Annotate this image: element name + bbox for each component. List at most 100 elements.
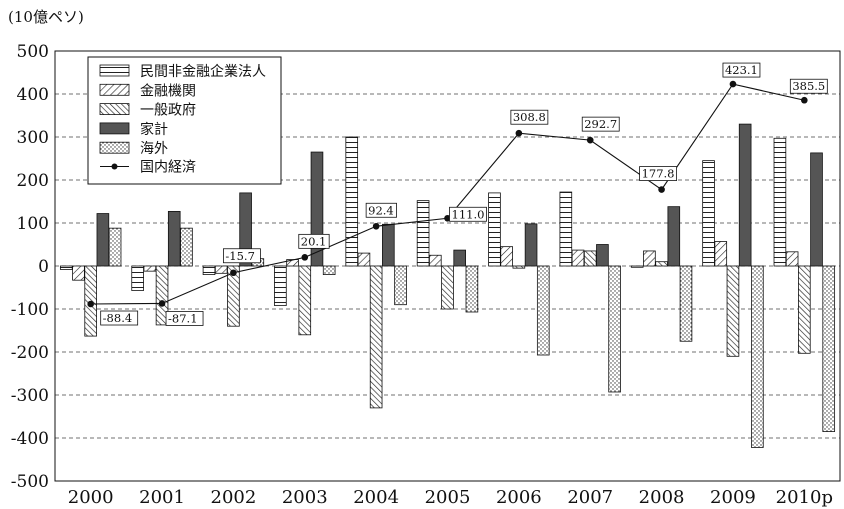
x-tick-label-2007: 2007 (567, 487, 613, 508)
bar-5-2003 (323, 266, 335, 275)
bar-4-2000 (97, 214, 109, 266)
bar-4-2006 (525, 224, 537, 266)
data-label: -15.7 (225, 249, 255, 263)
x-tick-label-2010p: 2010p (776, 487, 833, 508)
y-tick-labels: -500 -400 -300 -200 -100 0 100 200 300 400 500 (11, 42, 49, 492)
line-point (730, 81, 737, 88)
legend-swatch (100, 65, 129, 76)
data-label: 385.5 (792, 79, 825, 93)
legend-swatch (100, 104, 129, 115)
bar-2-2000 (73, 266, 85, 280)
line-point (373, 223, 380, 230)
bar-1-2003 (274, 266, 286, 306)
bar-4-2004 (382, 224, 394, 266)
line-point (159, 300, 166, 307)
data-label: -87.1 (168, 311, 198, 325)
y-tick-label: -200 (11, 343, 49, 363)
bar-3-2004 (370, 266, 382, 408)
x-tick-label-2006: 2006 (496, 487, 542, 508)
bar-4-2009 (739, 124, 751, 266)
bar-1-2001 (132, 266, 144, 291)
bar-2-2008 (643, 251, 655, 266)
x-tick-label-2002: 2002 (211, 487, 257, 508)
y-tick-label: 400 (17, 85, 49, 105)
y-tick-label: 0 (38, 257, 49, 277)
data-label: -88.4 (103, 311, 133, 325)
bar-3-2005 (442, 266, 454, 309)
line-point (801, 97, 808, 104)
x-tick-label-2000: 2000 (68, 487, 114, 508)
y-tick-label: -100 (11, 300, 49, 320)
bar-5-2007 (609, 266, 621, 392)
legend-label: 民間非金融企業法人 (140, 63, 266, 80)
bar-2-2009 (715, 241, 727, 266)
line-point (87, 301, 94, 308)
y-tick-label: -300 (11, 386, 49, 406)
bar-3-2003 (299, 266, 311, 335)
data-label: 20.1 (301, 234, 327, 248)
line-point (301, 254, 308, 261)
bar-4-2007 (597, 245, 609, 267)
bar-3-2007 (584, 251, 596, 266)
x-tick-label-2004: 2004 (353, 487, 399, 508)
bar-2-2010p (786, 252, 798, 266)
bar-1-2010p (774, 138, 786, 266)
bar-4-2008 (668, 207, 680, 266)
bar-4-2010p (811, 153, 823, 266)
y-tick-label: 100 (17, 214, 49, 234)
x-tick-label-2005: 2005 (425, 487, 471, 508)
data-label: 92.4 (368, 203, 394, 217)
bar-2-2004 (358, 253, 370, 266)
bar-5-2009 (751, 266, 763, 447)
bar-4-2005 (454, 250, 466, 266)
bar-2-2001 (144, 266, 156, 271)
bar-4-2003 (311, 152, 323, 266)
line-point (230, 269, 237, 276)
x-tick-label-2008: 2008 (639, 487, 685, 508)
legend-label: 金融機関 (140, 83, 196, 99)
bar-2-2005 (429, 255, 441, 266)
bar-1-2002 (203, 266, 215, 275)
bar-2-2007 (572, 250, 584, 266)
data-label: 177.8 (642, 167, 675, 181)
line-point (587, 137, 594, 144)
bar-3-2006 (513, 266, 525, 268)
data-label: 308.8 (513, 110, 546, 124)
x-tick-label-2003: 2003 (282, 487, 328, 508)
data-label: 292.7 (584, 117, 617, 131)
bar-1-2008 (631, 266, 643, 267)
bar-1-2005 (417, 201, 429, 266)
legend-label: 国内経済 (140, 160, 196, 176)
bar-5-2008 (680, 266, 692, 341)
y-tick-label: 300 (17, 128, 49, 148)
line-point (658, 186, 665, 193)
bar-5-2004 (395, 266, 407, 305)
bar-5-2000 (109, 228, 121, 266)
y-tick-label: -500 (11, 472, 49, 492)
line-point (516, 130, 523, 137)
legend-swatch (100, 142, 129, 153)
bar-1-2007 (560, 192, 572, 266)
legend-swatch (100, 84, 129, 95)
bar-5-2005 (466, 266, 478, 312)
legend-marker (112, 164, 118, 170)
data-label: 111.0 (452, 207, 485, 221)
x-tick-labels: 2000 2001 2002 2003 2004 2005 2006 2007 2008 2009… (68, 487, 833, 508)
bar-1-2000 (60, 266, 72, 269)
data-label: 423.1 (725, 63, 758, 77)
x-tick-label-2001: 2001 (139, 487, 185, 508)
bar-5-2001 (181, 228, 193, 266)
legend-swatch (100, 123, 129, 134)
bar-4-2001 (168, 211, 180, 266)
y-tick-label: -400 (11, 429, 49, 449)
bar-3-2008 (656, 262, 668, 266)
bar-3-2009 (727, 266, 739, 356)
bar-5-2010p (823, 266, 835, 432)
x-tick-label-2009: 2009 (710, 487, 756, 508)
y-tick-label: 500 (17, 42, 49, 62)
bar-1-2006 (489, 193, 501, 266)
bar-1-2009 (703, 161, 715, 266)
bar-3-2010p (798, 266, 810, 353)
